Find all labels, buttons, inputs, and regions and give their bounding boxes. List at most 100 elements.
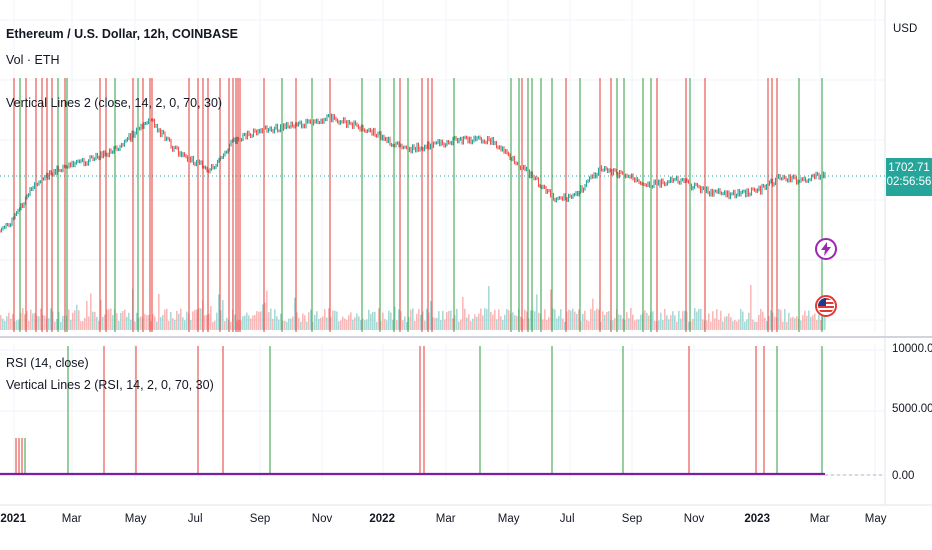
- lightning-icon[interactable]: [815, 238, 837, 260]
- volume-bar: [194, 309, 196, 330]
- volume-bar: [662, 320, 664, 330]
- volume-bar: [0, 315, 2, 330]
- volume-bar: [700, 308, 702, 330]
- volume-bar: [158, 293, 160, 330]
- volume-bar: [406, 321, 408, 330]
- volume-bar: [618, 314, 620, 330]
- volume-bar: [112, 315, 114, 330]
- volume-bar: [270, 308, 272, 330]
- vertical-lines-indicator-legend[interactable]: Vertical Lines 2 (close, 14, 2, 0, 70, 3…: [6, 96, 223, 110]
- volume-bar: [598, 309, 600, 330]
- volume-bar: [422, 311, 424, 330]
- volume-bar: [468, 314, 470, 330]
- volume-bar: [10, 318, 12, 330]
- volume-bar: [736, 321, 738, 330]
- volume-bar: [16, 320, 18, 330]
- volume-bar: [728, 313, 730, 330]
- volume-bar: [292, 316, 294, 330]
- volume-bar: [718, 319, 720, 330]
- volume-bar: [290, 318, 292, 330]
- volume-bar: [600, 321, 602, 330]
- volume-bar: [688, 321, 690, 330]
- volume-bar: [262, 304, 264, 330]
- volume-indicator-legend[interactable]: Vol · ETH: [6, 53, 60, 67]
- volume-bar: [48, 318, 50, 330]
- volume-bar: [648, 315, 650, 330]
- volume-bar: [710, 321, 712, 330]
- volume-bar: [6, 316, 8, 330]
- volume-bar: [460, 319, 462, 330]
- volume-bar: [352, 319, 354, 330]
- volume-bar: [524, 309, 526, 330]
- time-axis-label: Jul: [187, 513, 203, 525]
- volume-bar: [442, 310, 444, 330]
- volume-bar: [54, 321, 56, 330]
- volume-bar: [476, 316, 478, 330]
- volume-bar: [596, 308, 598, 330]
- chart-title[interactable]: Ethereum / U.S. Dollar, 12h, COINBASE: [6, 27, 239, 41]
- volume-bar: [272, 318, 274, 330]
- volume-bar: [380, 321, 382, 330]
- volume-bar: [306, 321, 308, 330]
- volume-bar: [42, 315, 44, 330]
- volume-bar: [568, 309, 570, 330]
- volume-bar: [592, 298, 594, 330]
- volume-bar: [348, 315, 350, 330]
- volume-bar: [680, 318, 682, 330]
- volume-bar: [514, 315, 516, 330]
- volume-bar: [738, 319, 740, 330]
- volume-bar: [128, 312, 130, 330]
- volume-bar: [8, 312, 10, 330]
- volume-bar: [482, 315, 484, 330]
- volume-bar: [390, 312, 392, 330]
- volume-bar: [338, 321, 340, 330]
- volume-bar: [542, 319, 544, 330]
- volume-bar: [246, 312, 248, 330]
- volume-bar: [150, 321, 152, 330]
- volume-bar: [70, 319, 72, 330]
- volume-bar: [90, 293, 92, 330]
- us-flag-icon[interactable]: [815, 295, 837, 317]
- volume-bar: [416, 313, 418, 330]
- volume-bar: [722, 321, 724, 330]
- volume-bar: [334, 310, 336, 330]
- volume-bar: [766, 321, 768, 330]
- volume-bar: [490, 311, 492, 330]
- volume-bar: [326, 317, 328, 330]
- volume-bar: [502, 319, 504, 330]
- volume-bar: [538, 312, 540, 330]
- volume-bar: [782, 321, 784, 330]
- volume-bar: [558, 316, 560, 330]
- volume-bar: [88, 316, 90, 330]
- time-axis-label: Nov: [311, 513, 333, 525]
- rsi-indicator-legend[interactable]: RSI (14, close): [6, 356, 89, 370]
- volume-bar: [124, 309, 126, 330]
- volume-bar: [752, 319, 754, 330]
- volume-bar: [130, 319, 132, 330]
- volume-bar: [186, 311, 188, 330]
- volume-bar: [366, 319, 368, 330]
- volume-bar: [488, 286, 490, 330]
- volume-bar: [332, 310, 334, 330]
- volume-bar: [376, 321, 378, 330]
- volume-bar: [414, 321, 416, 330]
- volume-bar: [466, 317, 468, 330]
- volume-bar: [148, 314, 150, 330]
- currency-label: USD: [893, 23, 918, 35]
- volume-bar: [582, 313, 584, 330]
- volume-bar: [584, 310, 586, 330]
- rsi-vertical-lines-legend[interactable]: Vertical Lines 2 (RSI, 14, 2, 0, 70, 30): [6, 378, 214, 392]
- volume-bar: [434, 317, 436, 330]
- volume-bar: [404, 316, 406, 330]
- volume-bar: [674, 315, 676, 330]
- volume-bar: [744, 321, 746, 330]
- volume-bar: [438, 311, 440, 330]
- volume-bar: [74, 310, 76, 330]
- volume-bar: [252, 315, 254, 330]
- volume-bar: [308, 312, 310, 330]
- volume-bar: [318, 318, 320, 330]
- volume-bar: [110, 308, 112, 330]
- volume-bar: [626, 312, 628, 330]
- volume-bar: [208, 313, 210, 330]
